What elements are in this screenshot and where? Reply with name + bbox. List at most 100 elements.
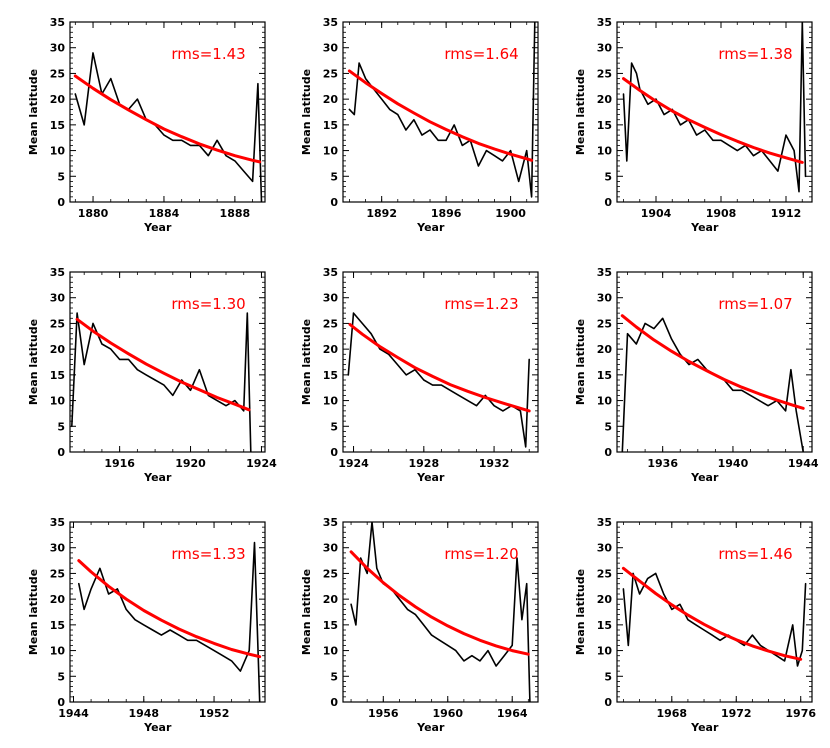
y-tick-label: 15 [323, 369, 338, 382]
observed-series-line [622, 22, 807, 193]
x-tick-label: 1920 [175, 457, 206, 470]
y-tick-label: 10 [323, 645, 339, 658]
plot-frame [69, 271, 266, 453]
y-axis-title: Mean latitude [27, 569, 40, 655]
y-axis-title: Mean latitude [574, 69, 587, 155]
y-tick-label: 25 [323, 567, 338, 580]
y-tick-label: 5 [604, 420, 612, 433]
x-axis-title: Year [416, 471, 445, 484]
observed-series-line [71, 312, 252, 452]
fit-curve [348, 323, 531, 413]
y-tick-label: 20 [323, 93, 339, 106]
rms-annotation: rms=1.43 [171, 45, 245, 63]
y-tick-label: 30 [597, 42, 613, 55]
y-tick-label: 0 [330, 446, 338, 459]
x-tick-label: 1928 [408, 457, 439, 470]
x-tick-label: 1972 [721, 707, 752, 720]
y-tick-label: 35 [597, 16, 612, 29]
rms-annotation: rms=1.46 [718, 545, 792, 563]
chart-panel-8: 0 5 10 15 20 25 30 35 1956 1960 1964 rms=1.20 Year Me… [300, 516, 539, 734]
fit-curve [73, 74, 262, 164]
y-tick-label: 15 [323, 619, 338, 632]
plot-frame [69, 521, 266, 703]
chart-panel-4: 0 5 10 15 20 25 30 35 1916 1920 1924 rms=1.30 Year Me… [27, 266, 277, 484]
fit-curve [620, 314, 805, 410]
y-tick-label: 25 [597, 67, 612, 80]
y-tick-label: 30 [323, 292, 339, 305]
y-tick-label: 0 [604, 446, 612, 459]
plot-frame [616, 271, 813, 453]
rms-annotation: rms=1.64 [444, 45, 518, 63]
y-tick-label: 0 [57, 696, 65, 709]
y-tick-label: 30 [597, 542, 613, 555]
x-axis-title: Year [143, 471, 172, 484]
y-tick-label: 30 [50, 42, 66, 55]
fit-curve [77, 559, 262, 659]
rms-annotation: rms=1.30 [171, 295, 245, 313]
x-tick-label: 1952 [199, 707, 230, 720]
plot-frame [616, 521, 813, 703]
y-tick-label: 20 [50, 593, 66, 606]
y-axis-title: Mean latitude [574, 319, 587, 405]
y-tick-label: 25 [323, 317, 338, 330]
y-tick-label: 35 [50, 16, 65, 29]
x-tick-label: 1904 [641, 207, 672, 220]
rms-annotation: rms=1.20 [444, 545, 518, 563]
fit-curve [621, 566, 803, 661]
fit-curve [75, 317, 251, 412]
fit-curve [347, 69, 534, 162]
x-tick-label: 1960 [432, 707, 463, 720]
x-axis-title: Year [690, 221, 719, 234]
y-tick-label: 35 [323, 16, 338, 29]
y-tick-label: 35 [50, 266, 65, 279]
plot-frame [342, 521, 539, 703]
y-tick-label: 30 [597, 292, 613, 305]
x-axis-title: Year [690, 471, 719, 484]
y-tick-label: 10 [597, 645, 613, 658]
x-tick-label: 1948 [128, 707, 159, 720]
chart-panel-7: 0 5 10 15 20 25 30 35 1944 1948 1952 rms=1.33 Year Me… [27, 516, 266, 734]
x-tick-label: 1936 [647, 457, 678, 470]
y-tick-label: 10 [597, 145, 613, 158]
rms-annotation: rms=1.23 [444, 295, 518, 313]
y-tick-label: 25 [50, 567, 65, 580]
y-tick-label: 5 [604, 170, 612, 183]
x-tick-label: 1888 [220, 207, 251, 220]
observed-series-line [74, 52, 263, 202]
y-tick-label: 5 [604, 670, 612, 683]
y-tick-label: 0 [330, 696, 338, 709]
y-tick-label: 20 [597, 93, 613, 106]
plot-frame [616, 21, 813, 203]
y-tick-label: 20 [323, 343, 339, 356]
x-tick-label: 1932 [479, 457, 510, 470]
y-tick-label: 10 [50, 145, 66, 158]
y-tick-label: 20 [50, 93, 66, 106]
y-tick-label: 10 [597, 395, 613, 408]
y-tick-label: 30 [323, 42, 339, 55]
y-axis-title: Mean latitude [27, 69, 40, 155]
y-tick-label: 35 [597, 266, 612, 279]
chart-panel-3: 0 5 10 15 20 25 30 35 1904 1908 1912 rms=1.38 Year Me… [574, 16, 813, 234]
x-tick-label: 1908 [706, 207, 737, 220]
y-tick-label: 20 [597, 593, 613, 606]
x-tick-label: 1880 [78, 207, 109, 220]
plot-frame [342, 271, 539, 453]
x-tick-label: 1944 [788, 457, 819, 470]
x-tick-label: 1964 [497, 707, 528, 720]
x-tick-label: 1924 [246, 457, 277, 470]
y-tick-label: 15 [597, 119, 612, 132]
y-tick-label: 10 [50, 645, 66, 658]
y-tick-label: 35 [50, 516, 65, 529]
rms-annotation: rms=1.33 [171, 545, 245, 563]
x-tick-label: 1892 [366, 207, 397, 220]
y-tick-label: 0 [57, 446, 65, 459]
y-axis-title: Mean latitude [300, 69, 313, 155]
plot-frame [342, 21, 539, 203]
y-tick-label: 20 [323, 593, 339, 606]
y-tick-label: 0 [604, 196, 612, 209]
y-tick-label: 30 [50, 542, 66, 555]
y-tick-label: 5 [330, 670, 338, 683]
y-tick-label: 15 [597, 369, 612, 382]
y-axis-title: Mean latitude [27, 319, 40, 405]
